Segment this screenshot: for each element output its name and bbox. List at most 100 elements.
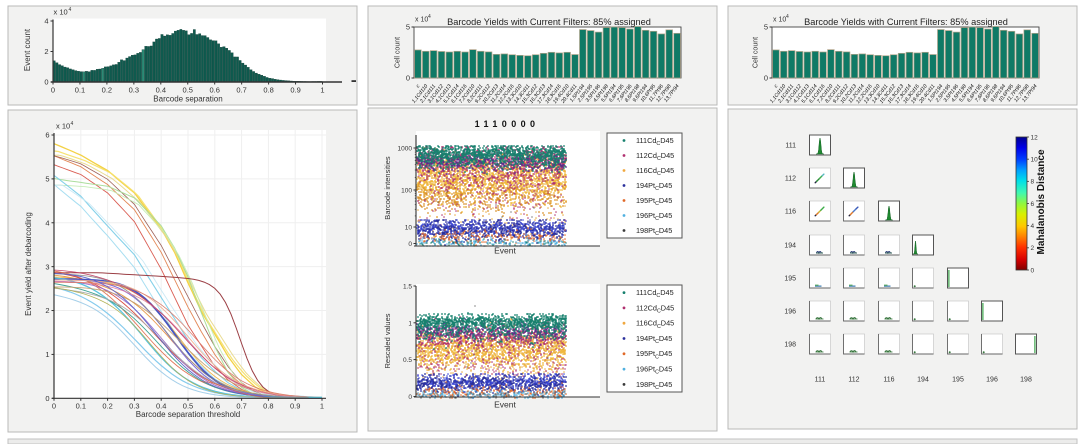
svg-text:4: 4 (786, 14, 789, 20)
svg-text:112CdCD45: 112CdCD45 (636, 303, 674, 314)
svg-text:195: 195 (784, 276, 796, 283)
svg-text:0.4: 0.4 (156, 402, 166, 411)
svg-text:4: 4 (1031, 223, 1035, 230)
svg-text:5: 5 (764, 23, 768, 32)
svg-text:c: c (415, 83, 422, 89)
svg-text:3: 3 (45, 262, 49, 271)
svg-text:4: 4 (428, 14, 431, 20)
svg-text:111CdCD45: 111CdCD45 (636, 288, 674, 299)
svg-text:10: 10 (405, 225, 413, 232)
svg-text:1000: 1000 (398, 146, 413, 153)
svg-text:194: 194 (917, 377, 929, 384)
svg-text:6: 6 (45, 131, 49, 140)
svg-text:0.9: 0.9 (290, 402, 300, 411)
svg-text:Barcode separation threshold: Barcode separation threshold (136, 410, 241, 419)
svg-text:0.7: 0.7 (236, 86, 246, 95)
svg-text:194PtCD45: 194PtCD45 (636, 334, 672, 345)
svg-text:4: 4 (44, 17, 48, 26)
svg-text:x 10: x 10 (415, 17, 428, 24)
svg-text:1: 1 (320, 86, 324, 95)
svg-text:0.7: 0.7 (236, 402, 246, 411)
svg-text:Barcode Yields with Current Fi: Barcode Yields with Current Filters: 85%… (804, 17, 1008, 27)
svg-text:111: 111 (815, 377, 826, 384)
svg-text:196: 196 (986, 377, 998, 384)
svg-text:0.2: 0.2 (102, 86, 112, 95)
svg-text:1: 1 (320, 402, 324, 411)
svg-text:194PtCD45: 194PtCD45 (636, 181, 672, 192)
svg-text:116CdCD45: 116CdCD45 (636, 319, 674, 330)
svg-text:196: 196 (784, 309, 796, 316)
svg-text:5: 5 (45, 175, 49, 184)
svg-text:0.6: 0.6 (209, 86, 219, 95)
svg-text:116CdCD45: 116CdCD45 (636, 166, 674, 177)
svg-text:0: 0 (408, 241, 412, 248)
svg-text:0.2: 0.2 (102, 402, 112, 411)
svg-text:198: 198 (1020, 377, 1032, 384)
svg-text:0.8: 0.8 (263, 86, 273, 95)
svg-text:0.9: 0.9 (290, 86, 300, 95)
svg-text:Mahalanobis Distance: Mahalanobis Distance (1036, 149, 1047, 254)
svg-text:0: 0 (406, 74, 410, 83)
svg-text:6: 6 (1031, 201, 1035, 208)
svg-text:0: 0 (764, 74, 768, 83)
svg-text:0.1: 0.1 (76, 402, 86, 411)
svg-text:195PtCD45: 195PtCD45 (636, 349, 672, 360)
svg-text:100: 100 (401, 188, 412, 195)
svg-text:Barcode intensities: Barcode intensities (383, 156, 392, 220)
svg-text:x 10: x 10 (773, 17, 786, 24)
svg-text:0: 0 (51, 86, 55, 95)
svg-text:Cell count: Cell count (753, 37, 760, 68)
svg-text:1.5: 1.5 (403, 284, 412, 291)
svg-text:Rescaled values: Rescaled values (383, 313, 392, 368)
svg-text:c: c (773, 83, 780, 89)
svg-text:0: 0 (52, 402, 56, 411)
svg-text:0: 0 (408, 394, 412, 401)
svg-text:1110000: 1110000 (475, 119, 540, 129)
svg-text:Event: Event (494, 400, 516, 410)
svg-text:0.1: 0.1 (75, 86, 85, 95)
svg-text:0.6: 0.6 (210, 402, 220, 411)
svg-text:0.8: 0.8 (263, 402, 273, 411)
svg-text:0.4: 0.4 (156, 86, 166, 95)
svg-text:Event count: Event count (23, 28, 32, 71)
svg-text:195: 195 (952, 377, 964, 384)
svg-text:111: 111 (785, 143, 796, 150)
svg-text:1: 1 (408, 320, 412, 327)
svg-text:Barcode Yields with Current Fi: Barcode Yields with Current Filters: 85%… (447, 17, 651, 27)
svg-text:10: 10 (1031, 156, 1039, 163)
svg-text:4: 4 (45, 218, 49, 227)
svg-text:Event yield after debarcoding: Event yield after debarcoding (24, 212, 33, 316)
svg-text:196PtCD45: 196PtCD45 (636, 211, 672, 222)
svg-text:2: 2 (44, 47, 48, 56)
svg-text:x 10: x 10 (56, 122, 70, 131)
svg-text:111CdCD45: 111CdCD45 (636, 136, 674, 147)
svg-text:2: 2 (45, 306, 49, 315)
svg-text:0: 0 (44, 78, 48, 87)
svg-text:195PtCD45: 195PtCD45 (636, 196, 672, 207)
svg-text:4: 4 (69, 7, 72, 13)
svg-text:112CdCD45: 112CdCD45 (636, 151, 674, 162)
svg-text:0.5: 0.5 (403, 357, 412, 364)
svg-text:1: 1 (45, 350, 49, 359)
svg-text:196PtCD45: 196PtCD45 (636, 365, 672, 376)
svg-text:116: 116 (785, 209, 796, 216)
svg-text:Event: Event (494, 246, 516, 256)
svg-text:Barcode separation: Barcode separation (153, 95, 222, 104)
svg-text:116: 116 (883, 377, 894, 384)
svg-text:12: 12 (1031, 134, 1039, 141)
svg-text:2: 2 (1031, 245, 1035, 252)
svg-text:0.5: 0.5 (183, 86, 193, 95)
svg-text:x 10: x 10 (54, 8, 68, 17)
svg-text:8: 8 (1031, 179, 1035, 186)
svg-text:0: 0 (1031, 267, 1035, 274)
svg-text:0.3: 0.3 (129, 402, 139, 411)
svg-text:0: 0 (45, 394, 49, 403)
svg-text:112: 112 (785, 176, 796, 183)
svg-text:112: 112 (848, 377, 859, 384)
svg-text:194: 194 (784, 243, 796, 250)
svg-text:0.3: 0.3 (129, 86, 139, 95)
svg-text:198: 198 (784, 342, 796, 349)
svg-text:0.5: 0.5 (183, 402, 193, 411)
svg-text:4: 4 (71, 121, 74, 127)
svg-text:Cell count: Cell count (395, 37, 402, 68)
